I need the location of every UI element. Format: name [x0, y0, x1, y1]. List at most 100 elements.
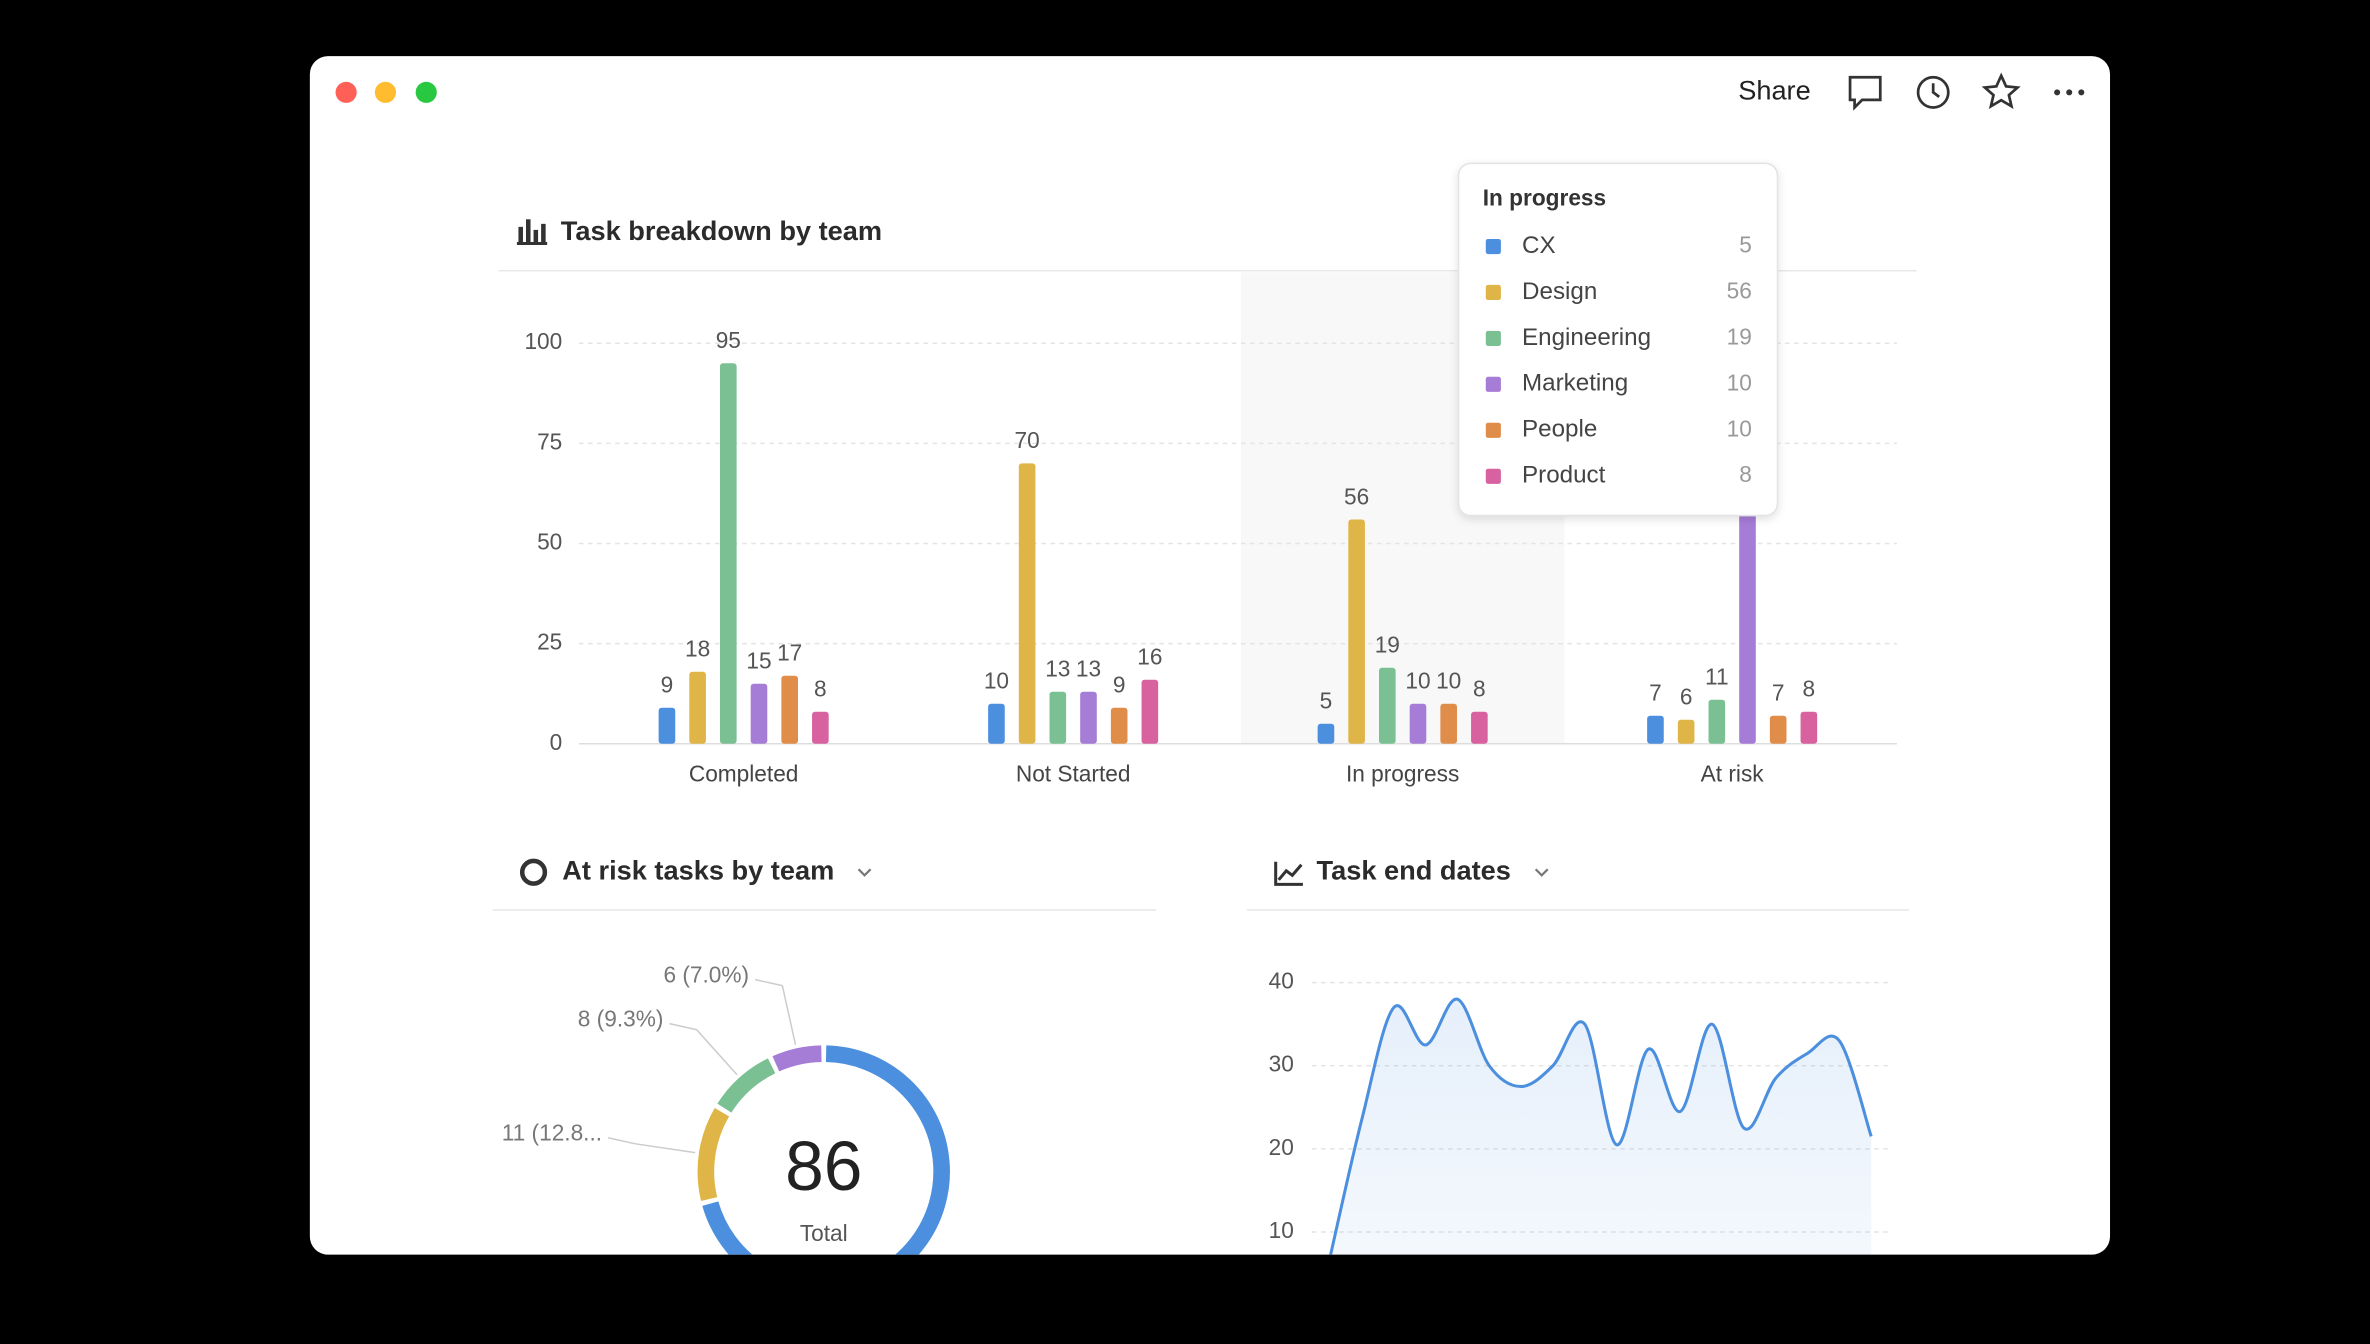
legend-label: People: [1522, 416, 1597, 443]
legend-label: Marketing: [1522, 370, 1628, 397]
leader-line: [607, 1137, 696, 1154]
y-tick-label: 100: [524, 328, 562, 354]
tooltip-value: 8: [1739, 461, 1752, 487]
area: [1330, 999, 1872, 1255]
bar: [1049, 691, 1067, 744]
x-tick-label: In progress: [1346, 761, 1459, 787]
minimize-button[interactable]: [374, 81, 397, 103]
leader-line: [669, 1022, 738, 1076]
legend-swatch: [1485, 376, 1501, 392]
value-label: 9: [661, 672, 674, 698]
y-tick-label: 40: [1269, 968, 1294, 994]
chart-title[interactable]: At risk tasks by team: [562, 854, 834, 885]
y-tick-label: 10: [1269, 1217, 1294, 1243]
tooltip-value: 56: [1727, 277, 1752, 303]
tooltip-value: 19: [1727, 323, 1752, 349]
tooltip-value: 10: [1727, 415, 1752, 441]
tooltip-box: [1457, 162, 1779, 517]
value-label: 13: [1045, 656, 1070, 682]
value-label: 6: [1680, 684, 1693, 710]
bar: [1800, 711, 1818, 744]
bar: [658, 707, 676, 744]
legend-swatch: [1485, 330, 1501, 346]
line: [1328, 997, 1873, 1255]
legend-label: Design: [1522, 278, 1597, 305]
value-label: 16: [1137, 644, 1162, 670]
bar: [1677, 719, 1695, 744]
donut-segment: [697, 1107, 730, 1202]
total-value: 86: [785, 1127, 862, 1205]
bar: [1110, 707, 1128, 744]
y-tick-label: 25: [537, 629, 562, 655]
value-label: 7: [1772, 680, 1785, 706]
close-button[interactable]: [335, 81, 357, 103]
data-label: 6 (7.0%): [663, 962, 749, 988]
y-tick-label: 75: [537, 428, 562, 454]
bar: [988, 703, 1005, 744]
bar: [1647, 715, 1664, 744]
bar: [812, 711, 829, 744]
zoom-button[interactable]: [415, 81, 437, 103]
value-label: 18: [685, 636, 710, 662]
tooltip-value: 5: [1739, 232, 1752, 258]
legend-label: Product: [1522, 462, 1606, 489]
bar: [750, 683, 768, 744]
comment-icon[interactable]: [1848, 75, 1882, 111]
bar: [1317, 723, 1335, 744]
tooltip: In progress CX 5 Design 56 Engineering 19 Marke…: [1457, 162, 1779, 517]
bar: [1378, 667, 1396, 744]
value-label: 56: [1344, 483, 1369, 509]
value-label: 17: [777, 640, 802, 666]
legend-label: Engineering: [1522, 324, 1651, 351]
value-label: 15: [746, 648, 771, 674]
bar: [1708, 699, 1726, 744]
bar: [1080, 691, 1097, 744]
y-tick-label: 30: [1269, 1051, 1294, 1077]
y-tick-label: 50: [537, 529, 562, 555]
value-label: 10: [984, 668, 1009, 694]
favorite-icon[interactable]: [1981, 72, 2021, 110]
data-label: 8 (9.3%): [578, 1006, 664, 1032]
donut-icon: [519, 858, 548, 886]
more-button[interactable]: [2054, 89, 2085, 96]
bar: [1471, 711, 1488, 744]
bar: [689, 671, 706, 744]
bar: [1739, 495, 1756, 744]
data-label: 11 (12.8...: [502, 1120, 602, 1146]
dropdown-chevron[interactable]: [857, 868, 872, 877]
legend-label: CX: [1522, 232, 1556, 259]
donut-segment: [717, 1058, 776, 1113]
x-tick-label: Completed: [689, 761, 799, 787]
x-tick-label: Not Started: [1016, 761, 1131, 787]
bar: [1769, 715, 1787, 744]
value-label: 10: [1436, 668, 1461, 694]
bar: [719, 363, 737, 744]
share-button[interactable]: Share: [1738, 75, 1811, 106]
bar: [1409, 703, 1427, 744]
bar: [1440, 703, 1457, 744]
history-icon[interactable]: [1916, 75, 1950, 109]
legend-swatch: [1485, 238, 1501, 255]
dropdown-chevron[interactable]: [1534, 868, 1549, 877]
legend-swatch: [1485, 468, 1501, 484]
bar: [781, 675, 798, 744]
legend-swatch: [1485, 284, 1501, 301]
tooltip-title: In progress: [1483, 185, 1606, 211]
line-icon: [1274, 861, 1303, 886]
leader-line: [754, 978, 797, 1045]
value-label: 8: [814, 676, 827, 702]
donut-segment: [702, 1045, 950, 1255]
value-label: 10: [1405, 668, 1430, 694]
tooltip-value: 10: [1727, 369, 1752, 395]
value-label: 13: [1076, 656, 1101, 682]
value-label: 9: [1113, 672, 1126, 698]
bar: [1018, 463, 1036, 744]
value-label: 19: [1375, 632, 1400, 658]
legend-swatch: [1485, 422, 1501, 438]
y-tick-label: 20: [1269, 1134, 1294, 1160]
chart-title[interactable]: Task end dates: [1316, 854, 1510, 885]
bar: [1348, 519, 1365, 744]
toolbar-icons: [1848, 72, 2021, 111]
value-label: 5: [1320, 688, 1333, 714]
